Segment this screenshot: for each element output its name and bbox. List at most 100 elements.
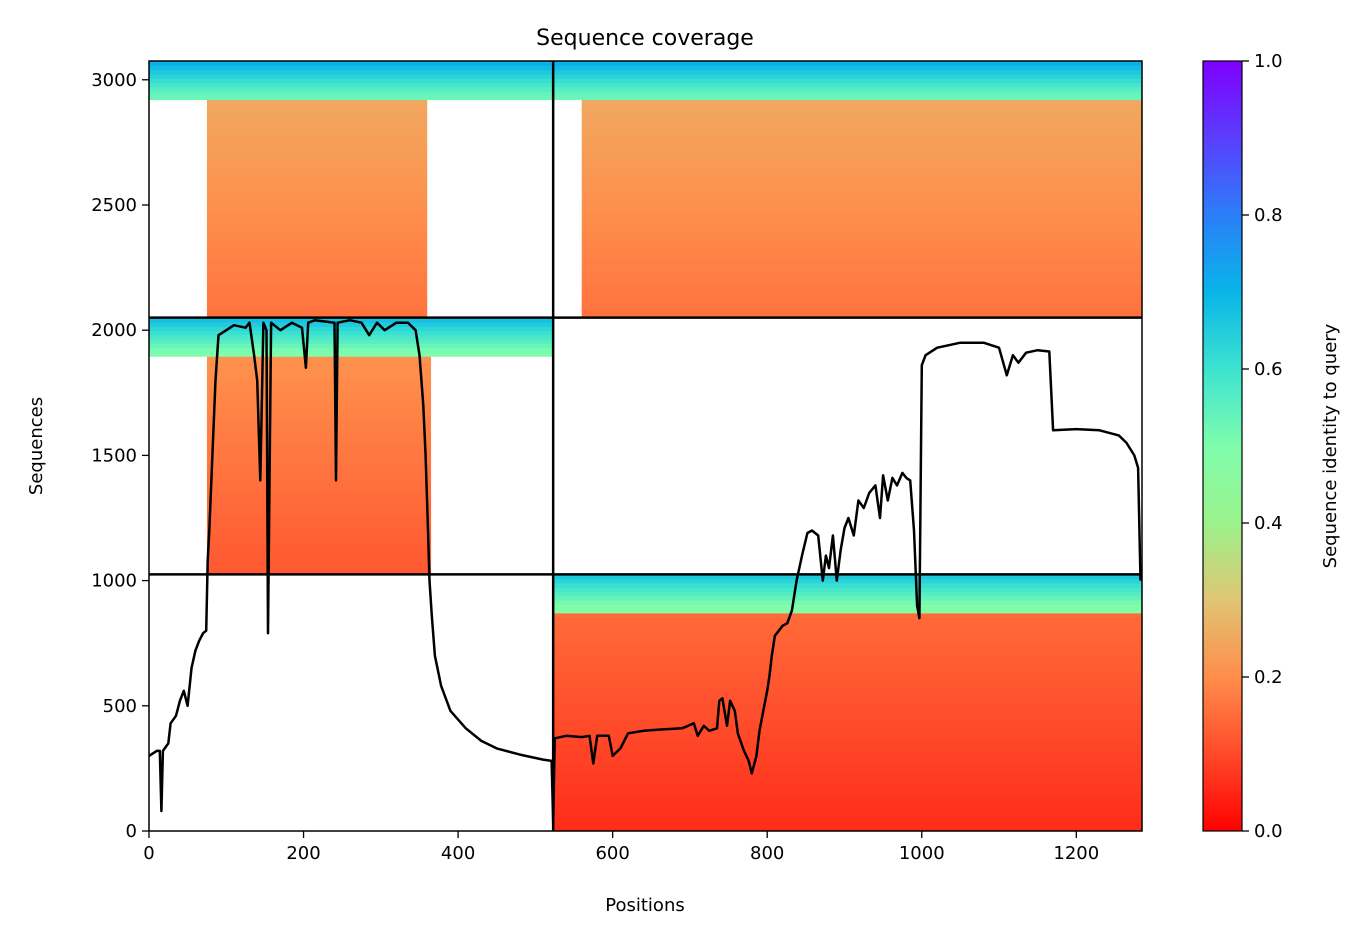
coverage-block-D [553, 574, 1142, 831]
coverage-band [149, 343, 554, 349]
coverage-band [553, 766, 1142, 772]
coverage-band [206, 146, 428, 152]
coverage-band [206, 210, 428, 216]
plot-frame [148, 60, 1143, 832]
chain-boundaries [149, 61, 1142, 831]
coverage-band [581, 129, 1142, 135]
coverage-band [206, 523, 432, 528]
coverage-band [553, 591, 1142, 597]
coverage-band [553, 82, 1142, 88]
x-tick-label: 600 [595, 843, 629, 864]
coverage-band [581, 189, 1142, 195]
coverage-band [149, 86, 554, 92]
coverage-band [553, 73, 1142, 79]
coverage-band [553, 659, 1142, 665]
coverage-band [206, 274, 428, 280]
coverage-band [553, 689, 1142, 695]
y-tick-label: 0 [126, 821, 137, 842]
coverage-band [553, 95, 1142, 101]
coverage-band [149, 351, 554, 357]
coverage-band [206, 257, 428, 263]
coverage-band [206, 292, 428, 297]
coverage-band [206, 373, 432, 379]
coverage-band [553, 736, 1142, 742]
coverage-band [581, 304, 1142, 310]
coverage-band [581, 249, 1142, 255]
coverage-band [206, 463, 432, 468]
coverage-band [581, 167, 1142, 173]
coverage-band [206, 206, 428, 212]
coverage-band [581, 163, 1142, 169]
colorbar-tick-label: 0.6 [1254, 359, 1283, 380]
coverage-band [206, 125, 428, 131]
coverage-band [581, 180, 1142, 186]
coverage-band [553, 608, 1142, 614]
coverage-band [149, 82, 554, 88]
plot-area [149, 61, 1142, 831]
coverage-band [553, 647, 1142, 652]
coverage-band [206, 202, 428, 208]
colorbar-tick-label: 0.4 [1254, 513, 1283, 534]
coverage-band [553, 668, 1142, 674]
coverage-band [553, 655, 1142, 661]
coverage-band [581, 206, 1142, 212]
coverage-band [553, 595, 1142, 601]
coverage-band [149, 339, 554, 344]
coverage-band [206, 270, 428, 276]
coverage-band [206, 394, 432, 400]
coverage-band [206, 155, 428, 160]
coverage-band [206, 398, 432, 404]
coverage-band [581, 193, 1142, 199]
coverage-band [206, 300, 428, 306]
coverage-band [553, 65, 1142, 71]
colorbar: 0.0 0.2 0.4 0.6 0.8 1.0 Sequence identity to … [1202, 51, 1341, 842]
x-tick-label: 0 [143, 843, 154, 864]
coverage-band [553, 728, 1142, 734]
coverage-band [206, 108, 428, 113]
coverage-band [206, 501, 432, 507]
coverage-band [553, 574, 1142, 580]
coverage-band [553, 621, 1142, 627]
coverage-band [206, 283, 428, 289]
coverage-band [581, 219, 1142, 225]
coverage-band [581, 232, 1142, 237]
coverage-band [581, 292, 1142, 297]
coverage-band [206, 407, 432, 413]
coverage-band [206, 129, 428, 135]
coverage-band [581, 172, 1142, 178]
coverage-band [206, 527, 432, 533]
coverage-band [206, 488, 432, 494]
coverage-band [206, 514, 432, 520]
y-tick-label: 500 [103, 696, 137, 717]
coverage-band [581, 313, 1142, 319]
coverage-band [206, 475, 432, 481]
coverage-band [581, 283, 1142, 289]
coverage-band [553, 604, 1142, 610]
coverage-band [553, 78, 1142, 83]
coverage-band [553, 617, 1142, 622]
coverage-band [206, 493, 432, 498]
coverage-band [553, 672, 1142, 678]
coverage-band [553, 762, 1142, 768]
coverage-band [581, 262, 1142, 267]
coverage-band [553, 86, 1142, 92]
colorbar-ticks: 0.0 0.2 0.4 0.6 0.8 1.0 [1242, 51, 1283, 842]
coverage-band [206, 369, 432, 374]
coverage-band [553, 90, 1142, 96]
coverage-band [149, 347, 554, 353]
coverage-band [206, 120, 428, 126]
coverage-band [581, 253, 1142, 259]
coverage-band [553, 732, 1142, 738]
coverage-band [206, 540, 432, 545]
coverage-band [206, 390, 432, 396]
coverage-band [581, 223, 1142, 229]
coverage-band [206, 176, 428, 182]
coverage-band [206, 309, 428, 314]
coverage-band [206, 244, 428, 250]
coverage-band [553, 805, 1142, 811]
coverage-band [553, 61, 1142, 66]
coverage-band [553, 629, 1142, 635]
coverage-band [553, 664, 1142, 670]
coverage-band [581, 244, 1142, 250]
y-tick-label: 1000 [91, 571, 137, 592]
